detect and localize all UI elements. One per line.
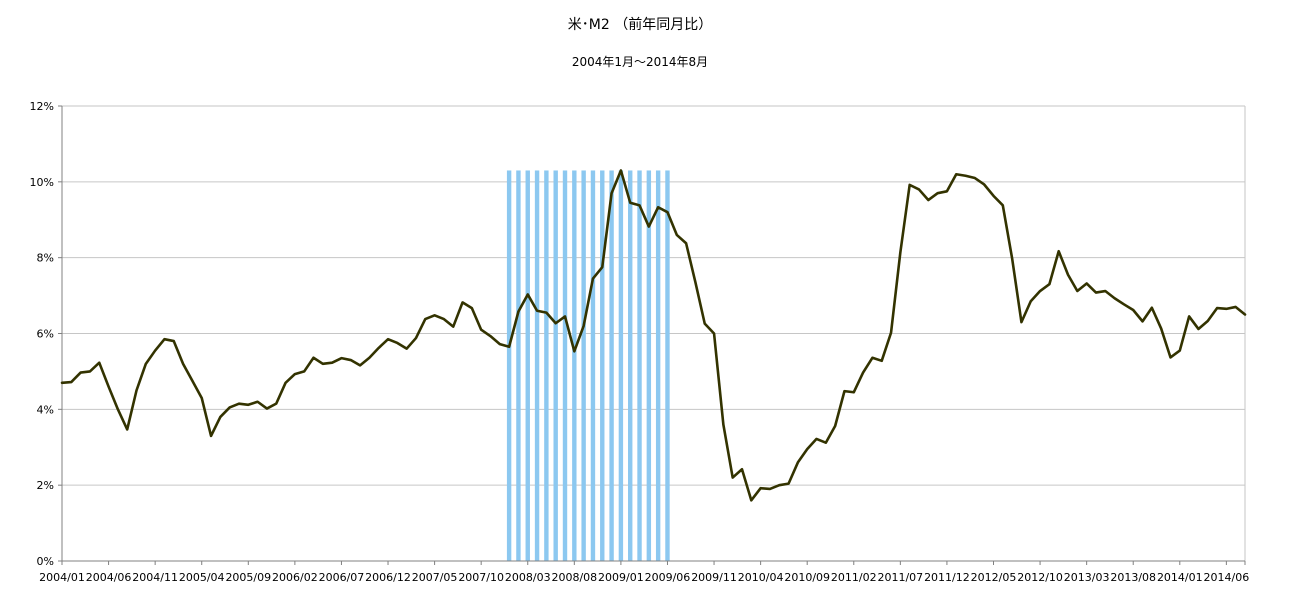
y-tick-labels: 0% 2% 4% 6% 8% 10% 12% bbox=[30, 100, 54, 568]
shade-stripe bbox=[628, 170, 633, 562]
y-tick-label: 4% bbox=[37, 403, 54, 416]
shade-stripe bbox=[655, 170, 661, 562]
x-tick-label: 2009/06 bbox=[645, 571, 691, 584]
x-tick-label: 2009/01 bbox=[598, 571, 644, 584]
x-tick-label: 2006/12 bbox=[365, 571, 411, 584]
shade-stripe bbox=[572, 170, 577, 562]
x-tick-label: 2005/09 bbox=[225, 571, 271, 584]
x-tick-labels: 2004/01 2004/06 2004/11 2005/04 2005/09 2006/… bbox=[39, 571, 1249, 584]
y-tick-label: 8% bbox=[37, 252, 54, 265]
x-tick-label: 2013/03 bbox=[1064, 571, 1110, 584]
x-tick-label: 2011/12 bbox=[924, 571, 970, 584]
x-tick-label: 2011/02 bbox=[831, 571, 877, 584]
x-tick-label: 2005/04 bbox=[179, 571, 225, 584]
y-tick-label: 10% bbox=[30, 176, 54, 189]
shaded-period bbox=[506, 170, 670, 562]
shade-stripe bbox=[581, 170, 586, 562]
y-tick-label: 12% bbox=[30, 100, 54, 113]
shade-stripe bbox=[516, 170, 521, 562]
x-tick-label: 2013/08 bbox=[1110, 571, 1156, 584]
shade-stripe bbox=[562, 170, 568, 562]
shade-stripe bbox=[506, 170, 512, 562]
chart-subtitle: 2004年1月～2014年8月 bbox=[572, 55, 708, 69]
series-line bbox=[60, 169, 1247, 502]
shade-stripe bbox=[618, 170, 624, 562]
chart-title: 米･M2 （前年同月比） bbox=[568, 16, 712, 33]
x-tick-label: 2012/05 bbox=[971, 571, 1017, 584]
shade-stripe bbox=[600, 170, 605, 562]
series-layer bbox=[60, 169, 1247, 502]
shade-stripe bbox=[665, 170, 670, 562]
axes bbox=[58, 105, 1246, 565]
y-tick-label: 2% bbox=[37, 479, 54, 492]
x-tick-label: 2007/05 bbox=[412, 571, 458, 584]
x-tick-label: 2014/01 bbox=[1157, 571, 1203, 584]
x-tick-label: 2010/09 bbox=[784, 571, 830, 584]
x-tick-label: 2004/11 bbox=[132, 571, 178, 584]
x-tick-label: 2008/08 bbox=[551, 571, 597, 584]
shade-stripe bbox=[544, 170, 549, 562]
x-tick-label: 2006/02 bbox=[272, 571, 318, 584]
x-tick-label: 2007/10 bbox=[458, 571, 504, 584]
shade-stripe bbox=[590, 170, 596, 562]
x-tick-label: 2012/10 bbox=[1017, 571, 1063, 584]
x-tick-label: 2004/01 bbox=[39, 571, 85, 584]
y-tick-label: 0% bbox=[37, 555, 54, 568]
x-tick-label: 2008/03 bbox=[505, 571, 551, 584]
x-tick-label: 2014/06 bbox=[1204, 571, 1250, 584]
shade-stripe bbox=[646, 170, 652, 562]
x-tick-label: 2009/11 bbox=[691, 571, 737, 584]
shade-stripe bbox=[637, 170, 642, 562]
y-tick-label: 6% bbox=[37, 328, 54, 341]
shade-stripe bbox=[553, 170, 558, 562]
shade-stripe bbox=[525, 170, 530, 562]
shade-stripe bbox=[534, 170, 540, 562]
shade-stripe bbox=[609, 170, 614, 562]
x-tick-label: 2006/07 bbox=[319, 571, 365, 584]
gridlines bbox=[62, 105, 1246, 561]
x-tick-label: 2010/04 bbox=[738, 571, 784, 584]
x-tick-label: 2004/06 bbox=[86, 571, 132, 584]
x-tick-label: 2011/07 bbox=[877, 571, 923, 584]
